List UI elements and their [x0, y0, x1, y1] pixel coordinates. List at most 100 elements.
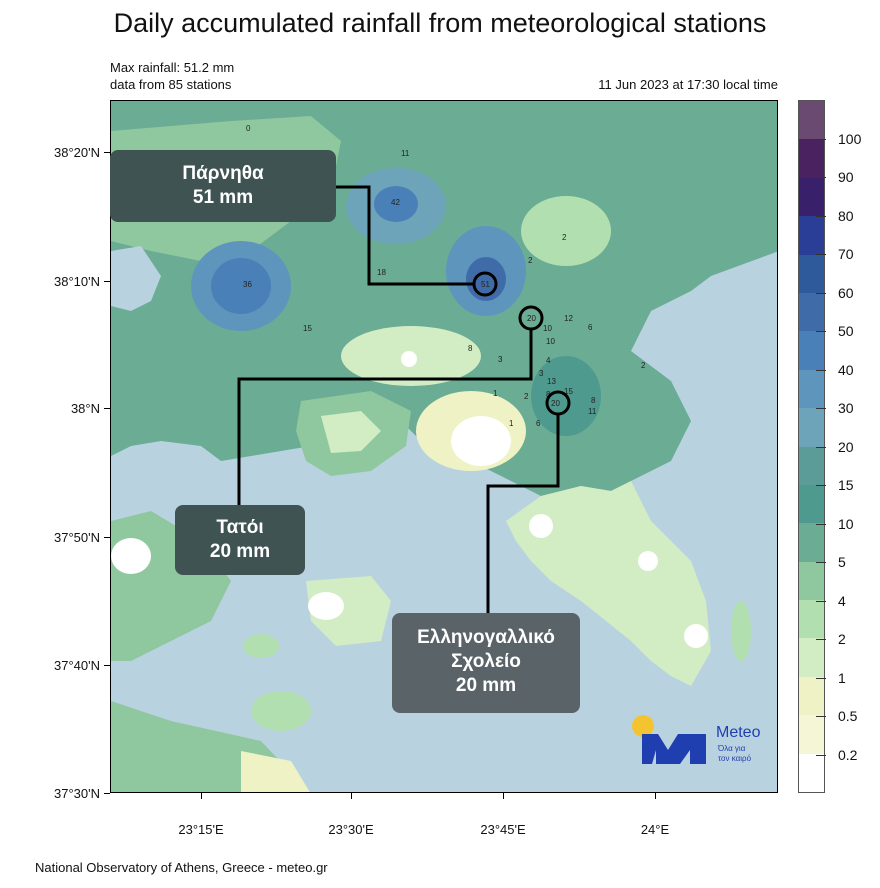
colorbar-segment	[799, 676, 824, 716]
lon-label: 24°E	[640, 822, 670, 837]
colorbar-segment	[799, 715, 824, 755]
colorbar-label: 4	[838, 592, 846, 609]
colorbar-segment	[799, 292, 824, 332]
colorbar-tick	[816, 331, 826, 332]
station-value: 2	[528, 256, 533, 265]
school-name-line2: Σχολείο	[451, 651, 521, 672]
colorbar-segment	[799, 561, 824, 601]
station-value: 6	[588, 323, 593, 332]
lon-label: 23°30'E	[328, 822, 374, 837]
station-value: 8	[591, 396, 596, 405]
station-value: 42	[391, 198, 400, 207]
colorbar-label: 70	[838, 246, 854, 262]
tatoi-leader-line	[237, 329, 533, 506]
station-value: 8	[546, 390, 551, 399]
colorbar-label: 90	[838, 169, 854, 185]
colorbar-segment	[799, 638, 824, 678]
lon-label: 23°15'E	[178, 822, 224, 837]
map-title: Daily accumulated rainfall from meteorol…	[113, 8, 767, 38]
station-value: 20	[527, 314, 536, 323]
footer-credit: National Observatory of Athens, Greece -…	[35, 860, 328, 875]
station-value: 13	[547, 377, 556, 386]
station-value: 2	[641, 361, 646, 370]
station-value: 1	[509, 419, 514, 428]
colorbar-segment	[799, 254, 824, 294]
station-value: 6	[536, 419, 541, 428]
colorbar-segment	[799, 216, 824, 256]
colorbar-tick	[816, 600, 826, 602]
station-value: 11	[401, 149, 410, 158]
colorbar-tick	[816, 177, 826, 178]
meteo-logo-slogan1: Όλα για	[718, 744, 746, 753]
school-leader-line	[486, 414, 560, 613]
parnitha-name: Πάρνηθα	[182, 163, 264, 184]
station-value: 1	[493, 389, 498, 398]
datetime-text: 11 Jun 2023 at 17:30 local time	[598, 77, 778, 92]
station-value: 12	[564, 314, 573, 323]
station-value: 3	[539, 369, 544, 378]
colorbar-label: 1	[838, 669, 846, 686]
colorbar-segment	[799, 446, 824, 486]
station-value: 0	[246, 124, 251, 133]
stations-count-text: data from 85 stations	[110, 77, 232, 92]
colorbar-segment	[799, 408, 824, 447]
colorbar-label: 40	[838, 361, 854, 378]
station-value: 51	[481, 280, 490, 289]
station-value: 3	[498, 355, 503, 364]
colorbar-tick	[816, 446, 826, 448]
station-value: 2	[524, 392, 529, 401]
station-value: 36	[243, 280, 252, 289]
tatoi-callout: Τατόι 20 mm	[175, 505, 305, 575]
lat-label: 38°10'N	[54, 274, 100, 289]
colorbar-tick	[816, 215, 826, 217]
colorbar-label: 100	[838, 130, 862, 147]
colorbar-tick	[816, 485, 826, 486]
tatoi-value: 20 mm	[209, 541, 271, 562]
colorbar-label: 0.5	[838, 708, 858, 724]
colorbar-tick	[816, 562, 826, 563]
colorbar-tick	[816, 716, 826, 717]
colorbar-segment	[799, 139, 824, 179]
station-value: 20	[551, 399, 560, 408]
colorbar-tick	[816, 292, 826, 294]
colorbar-segment	[799, 331, 824, 371]
parnitha-leader-line	[336, 185, 474, 286]
colorbar-label: 0.2	[838, 746, 858, 763]
station-value: 15	[303, 324, 312, 333]
colorbar-tick	[816, 754, 826, 756]
lat-label: 38°20'N	[54, 145, 100, 160]
parnitha-callout: Πάρνηθα 51 mm	[110, 150, 336, 222]
colorbar-tick	[816, 523, 826, 525]
lat-label: 37°40'N	[54, 658, 100, 673]
school-callout: Ελληνογαλλικό Σχολείο 20 mm	[392, 613, 580, 713]
colorbar-segment	[799, 484, 824, 524]
tatoi-name: Τατόι	[216, 517, 264, 538]
station-value: 18	[377, 268, 386, 277]
school-name-line1: Ελληνογαλλικό	[417, 627, 555, 648]
station-value: 15	[564, 387, 573, 396]
colorbar-label: 5	[838, 554, 846, 570]
colorbar-segment	[799, 101, 824, 140]
colorbar-label: 60	[838, 284, 854, 301]
colorbar-tick	[816, 369, 826, 371]
colorbar-label: 50	[838, 323, 854, 339]
lat-label: 37°50'N	[54, 530, 100, 545]
station-value: 8	[468, 344, 473, 353]
colorbar-label: 10	[838, 515, 854, 532]
colorbar-label: 30	[838, 400, 854, 416]
meteo-logo-slogan2: τον καιρό	[718, 754, 752, 763]
station-value: 10	[543, 324, 552, 333]
colorbar-segment	[799, 600, 824, 639]
station-value: 10	[546, 337, 555, 346]
lat-label: 37°30'N	[54, 786, 100, 801]
station-value: 2	[562, 233, 567, 242]
station-value: 4	[546, 356, 551, 365]
colorbar-label: 2	[838, 631, 846, 647]
lat-label: 38°N	[70, 401, 100, 416]
colorbar-label: 15	[838, 477, 854, 493]
colorbar-segment	[799, 523, 824, 563]
meteo-logo-name: Meteo	[716, 724, 761, 741]
colorbar-tick	[816, 138, 826, 140]
colorbar-segment	[799, 369, 824, 409]
colorbar-segment	[799, 753, 824, 793]
